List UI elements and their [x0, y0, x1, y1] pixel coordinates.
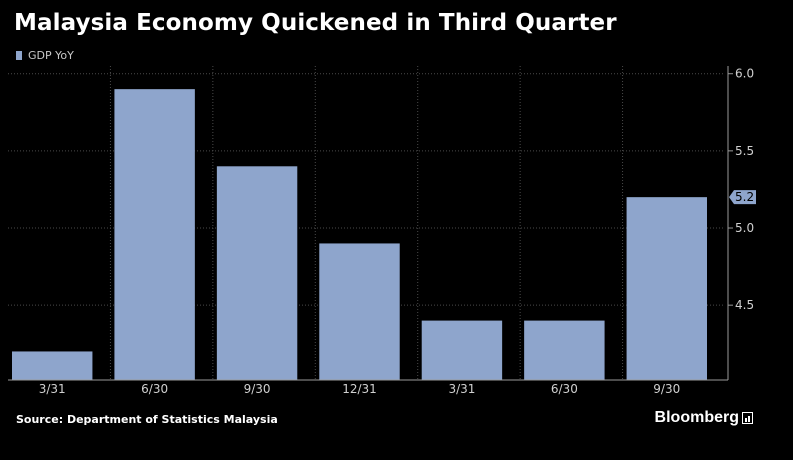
x-tick-label: 9/30	[653, 382, 680, 396]
bar	[319, 243, 400, 380]
bar	[421, 320, 503, 380]
last-value-marker	[729, 190, 756, 205]
last-value-label: 5.2	[735, 190, 754, 204]
legend: GDP YoY	[16, 49, 74, 62]
chart-title: Malaysia Economy Quickened in Third Quar…	[14, 10, 617, 36]
bar	[114, 89, 195, 381]
y-tick-label: 4.5	[735, 298, 754, 312]
bloomberg-logo: Bloomberg	[655, 409, 753, 427]
legend-label: GDP YoY	[28, 49, 74, 62]
x-tick-label: 3/31	[39, 382, 66, 396]
source-note: Source: Department of Statistics Malaysi…	[16, 413, 278, 426]
brand-name: Bloomberg	[654, 409, 739, 426]
x-tick-label: 3/31	[448, 382, 475, 396]
bar	[524, 320, 605, 380]
legend-swatch	[16, 51, 22, 60]
bar	[626, 197, 707, 380]
bar	[216, 166, 298, 380]
x-tick-label: 12/31	[342, 382, 377, 396]
x-tick-label: 6/30	[551, 382, 578, 396]
x-tick-label: 6/30	[141, 382, 168, 396]
y-tick-label: 6.0	[735, 67, 754, 81]
y-tick-label: 5.0	[735, 221, 754, 235]
x-tick-label: 9/30	[244, 382, 271, 396]
bar	[12, 351, 93, 380]
bar-chart-icon	[742, 412, 753, 424]
y-tick-label: 5.5	[735, 144, 754, 158]
